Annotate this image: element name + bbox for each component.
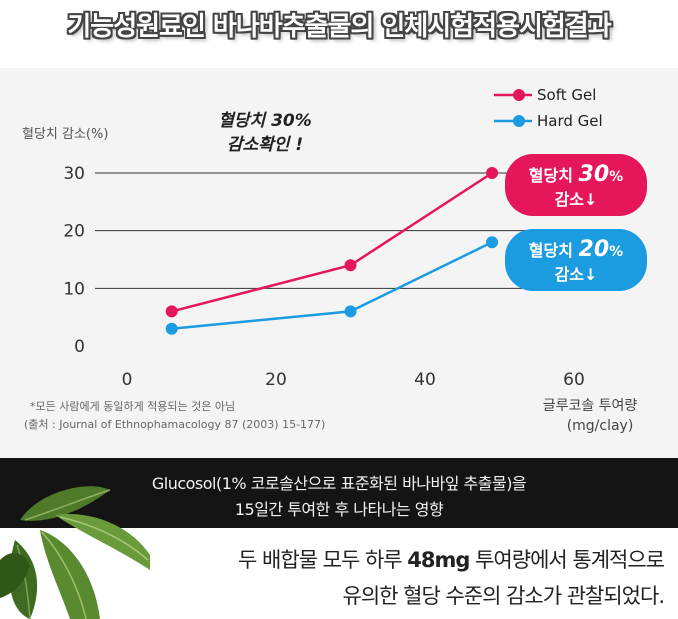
data-point (165, 322, 178, 335)
summary-strip: Glucosol(1% 코로솔산으로 표준화된 바나바잎 추출물)을 15일간 … (0, 458, 678, 528)
bottom-line1: 두 배합물 모두 하루 48mg 투여량에서 통계적으로 (238, 548, 665, 572)
legend-swatch-marker (513, 89, 525, 101)
leaf-illustration (0, 486, 150, 619)
series-group (165, 167, 499, 335)
series-line (171, 171, 493, 313)
footnote-line1: *모든 사람에게 동일하게 적용되는 것은 아님 (30, 399, 235, 413)
bottom-line2: 유의한 혈당 수준의 감소가 관찰되었다. (342, 584, 665, 608)
badge-hard-gel-bg (505, 229, 647, 291)
badge-soft-gel-bg (505, 154, 647, 216)
strip-line2: 15일간 투여한 후 나타나는 영향 (234, 500, 444, 519)
line-chart: 혈당치 감소(%) 혈당치 30% 감소확인 ! 0 10 20 30 0 20 40 60… (22, 86, 647, 434)
badge-hard-gel-line1: 혈당치 20% (529, 237, 623, 262)
badge-soft-gel: 혈당치 30% 감소↓ (505, 154, 647, 216)
legend-label: Hard Gel (537, 112, 603, 130)
y-axis-label: 혈당치 감소(%) (22, 127, 108, 142)
y-tick-label: 0 (74, 337, 85, 357)
annotation-line1: 혈당치 30% (218, 111, 312, 131)
y-tick-label: 10 (63, 279, 85, 299)
strip-line1: Glucosol(1% 코로솔산으로 표준화된 바나바잎 추출물)을 (151, 474, 527, 493)
footnote-line2: (출처 : Journal of Ethnophamacology 87 (20… (24, 418, 325, 431)
badge-hard-gel: 혈당치 20% 감소↓ (505, 229, 647, 291)
data-point (486, 167, 499, 179)
badge-soft-gel-line2: 감소↓ (555, 190, 598, 209)
x-tick-label: 0 (122, 370, 133, 390)
banner-title: 기능성원료인 바나바추출물의 인체시험적용시험결과 (67, 12, 611, 42)
legend-swatch-marker (513, 115, 525, 127)
title-banner: 기능성원료인 바나바추출물의 인체시험적용시험결과 (0, 0, 678, 68)
y-tick-label: 20 (63, 222, 85, 242)
x-tick-labels: 0 20 40 60 (122, 370, 585, 390)
data-point (344, 305, 357, 318)
series-line (171, 241, 493, 330)
y-tick-label: 30 (63, 164, 85, 184)
x-tick-label: 20 (265, 370, 287, 390)
x-axis-label-line2: (mg/clay) (567, 418, 634, 434)
legend: Soft Gel Hard Gel (494, 86, 603, 130)
annotation-line2: 감소확인 ! (227, 135, 303, 155)
x-tick-label: 40 (414, 370, 436, 390)
badge-soft-gel-line1: 혈당치 30% (529, 162, 623, 187)
legend-label: Soft Gel (537, 86, 596, 104)
x-tick-label: 60 (563, 370, 585, 390)
x-axis-label-line1: 글루코솔 투여량 (543, 398, 638, 414)
badge-hard-gel-line2: 감소↓ (555, 265, 598, 284)
data-point (165, 305, 178, 318)
y-tick-labels: 0 10 20 30 (63, 164, 85, 357)
data-point (486, 236, 499, 249)
chart-panel: 혈당치 감소(%) 혈당치 30% 감소확인 ! 0 10 20 30 0 20 40 60… (0, 68, 678, 458)
data-point (344, 259, 357, 272)
